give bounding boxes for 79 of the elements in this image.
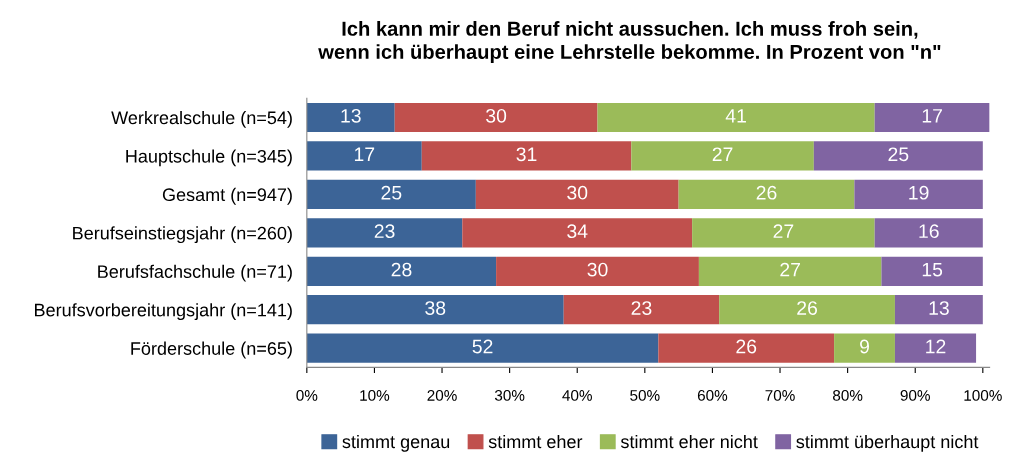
bar xyxy=(692,218,875,248)
bar xyxy=(306,333,659,363)
bar xyxy=(394,102,598,133)
bar xyxy=(678,179,855,209)
data-label: 28 xyxy=(391,262,412,277)
legend-label: stimmt eher nicht xyxy=(620,434,758,449)
bar xyxy=(421,141,632,171)
y-tick-label: Hauptschule (n=345) xyxy=(126,149,292,167)
bar xyxy=(475,179,679,209)
x-tick-label: 0% xyxy=(296,390,318,401)
data-label: 15 xyxy=(922,262,943,277)
bar xyxy=(462,218,693,248)
y-tick-label: Werkrealschule (n=54) xyxy=(111,110,292,128)
data-label: 13 xyxy=(929,301,949,315)
y-tick-label: Berufseinstiegsjahr (n=260) xyxy=(73,226,292,244)
data-label: 52 xyxy=(472,339,493,354)
x-tick-label: 10% xyxy=(360,390,390,401)
bar xyxy=(631,141,814,171)
x-tick-label: 30% xyxy=(494,390,525,401)
data-label: 13 xyxy=(341,108,361,123)
y-tick-label: Berufsvorbereitungsjahr (n=141) xyxy=(35,303,292,320)
data-label: 25 xyxy=(888,147,909,162)
bar xyxy=(874,102,990,133)
data-label: 12 xyxy=(926,339,946,354)
bar xyxy=(306,256,497,286)
data-label: 26 xyxy=(736,339,757,354)
bar xyxy=(854,179,983,209)
x-tick-label: 50% xyxy=(630,390,660,401)
bar xyxy=(874,218,983,248)
bar xyxy=(496,256,699,286)
bar xyxy=(306,179,476,209)
x-tick-label: 80% xyxy=(833,390,863,401)
bar xyxy=(597,102,875,133)
data-label: 34 xyxy=(567,224,588,239)
bar xyxy=(894,295,983,325)
x-tick-label: 40% xyxy=(562,390,592,401)
bar xyxy=(881,256,983,286)
data-label: 17 xyxy=(354,147,375,161)
data-label: 23 xyxy=(631,301,652,315)
y-tick-label: Berufsfachschule (n=71) xyxy=(98,264,292,282)
y-tick-label: Förderschule (n=65) xyxy=(131,341,292,359)
bar xyxy=(894,333,977,363)
x-tick-label: 100% xyxy=(964,390,1002,401)
bar xyxy=(813,141,983,171)
data-label: 9 xyxy=(860,339,870,354)
data-label: 27 xyxy=(773,224,794,238)
data-label: 26 xyxy=(797,301,818,315)
data-label: 30 xyxy=(567,185,588,200)
data-label: 26 xyxy=(756,185,777,200)
data-label: 31 xyxy=(516,147,537,162)
x-tick-label: 20% xyxy=(427,390,457,401)
data-label: 30 xyxy=(486,108,507,123)
bar xyxy=(306,141,422,171)
bar xyxy=(306,218,463,248)
legend-label: stimmt genau xyxy=(342,434,450,452)
bar xyxy=(306,102,395,133)
bar xyxy=(563,295,720,325)
bar xyxy=(719,295,895,325)
data-label: 38 xyxy=(425,301,446,315)
bar xyxy=(306,295,564,325)
bar xyxy=(698,256,882,286)
legend-label: stimmt überhaupt nicht xyxy=(796,434,979,452)
data-label: 41 xyxy=(725,109,746,123)
x-tick-label: 90% xyxy=(900,390,930,401)
x-tick-label: 60% xyxy=(697,390,728,401)
data-label: 25 xyxy=(381,185,402,200)
data-label: 16 xyxy=(919,224,939,239)
data-label: 23 xyxy=(374,224,395,239)
x-tick-label: 70% xyxy=(765,390,795,401)
y-tick-label: Gesamt (n=947) xyxy=(162,187,292,205)
chart-title: Ich kann mir den Beruf nicht aussuchen. Ich muss froh sein, wenn ich überhaupt eine Lehrstelle bekomme. In Prozent von "n" xyxy=(318,21,941,63)
bar xyxy=(834,333,895,363)
bar xyxy=(658,333,835,363)
data-label: 17 xyxy=(922,109,942,123)
data-label: 27 xyxy=(780,262,801,277)
data-label: 30 xyxy=(587,262,608,277)
data-label: 27 xyxy=(712,147,733,161)
legend-label: stimmt eher xyxy=(488,434,583,449)
data-label: 19 xyxy=(909,185,929,200)
